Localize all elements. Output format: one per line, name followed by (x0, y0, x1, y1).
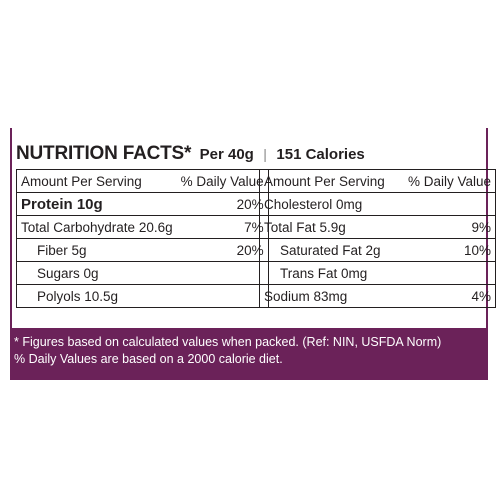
title-separator: | (263, 146, 267, 162)
daily-value: 9% (397, 215, 496, 239)
nutrient-label: Total Carbohydrate 20.6g (15, 215, 177, 239)
panel-title: NUTRITION FACTS* (16, 143, 192, 164)
calories: 151 Calories (276, 146, 365, 163)
table-row: Trans Fat 0mg (258, 261, 496, 285)
nutrient-label: Fiber 5g (15, 238, 177, 262)
nutrient-label: Protein 10g (15, 192, 177, 216)
nutrients-table-left: Amount Per Serving % Daily Value Protein… (15, 169, 269, 308)
nutrient-label: Sodium 83mg (258, 284, 398, 308)
table-row: Total Fat 5.9g 9% (258, 215, 496, 239)
column-header-amount: Amount Per Serving (15, 169, 177, 193)
serving-size: Per 40g (199, 146, 254, 163)
table-row: Saturated Fat 2g 10% (258, 238, 496, 262)
nutrient-label: Saturated Fat 2g (258, 238, 398, 262)
table-row: Protein 10g 20% (15, 192, 269, 216)
nutrition-facts-panel: NUTRITION FACTS* Per 40g | 151 Calories … (10, 128, 496, 380)
daily-value (176, 261, 269, 285)
table-header-row: Amount Per Serving % Daily Value (15, 169, 269, 193)
column-header-daily-value: % Daily Value (397, 169, 496, 193)
footnote-daily-value: % Daily Values are based on a 2000 calor… (14, 352, 283, 366)
table-row: Sodium 83mg 4% (258, 284, 496, 308)
table-header-row: Amount Per Serving % Daily Value (258, 169, 496, 193)
table-row: Total Carbohydrate 20.6g 7% (15, 215, 269, 239)
column-header-daily-value: % Daily Value (176, 169, 269, 193)
daily-value: 4% (397, 284, 496, 308)
table-row: Sugars 0g (15, 261, 269, 285)
daily-value (397, 261, 496, 285)
footnote-reference: * Figures based on calculated values whe… (14, 335, 442, 349)
column-header-amount: Amount Per Serving (258, 169, 398, 193)
nutrient-label: Sugars 0g (15, 261, 177, 285)
nutrients-table-right: Amount Per Serving % Daily Value Cholest… (258, 169, 496, 308)
nutrient-label: Trans Fat 0mg (258, 261, 398, 285)
table-row: Fiber 5g 20% (15, 238, 269, 262)
table-row: Cholesterol 0mg (258, 192, 496, 216)
daily-value: 10% (397, 238, 496, 262)
daily-value (397, 192, 496, 216)
title-row: NUTRITION FACTS* Per 40g | 151 Calories (16, 143, 365, 165)
left-accent-stripe (10, 128, 12, 380)
nutrient-label: Total Fat 5.9g (258, 215, 398, 239)
nutrient-label: Polyols 10.5g (15, 284, 177, 308)
daily-value: 20% (176, 192, 269, 216)
daily-value: 7% (176, 215, 269, 239)
daily-value (176, 284, 269, 308)
daily-value: 20% (176, 238, 269, 262)
table-row: Polyols 10.5g (15, 284, 269, 308)
footnote-band: * Figures based on calculated values whe… (10, 328, 488, 380)
nutrient-label: Cholesterol 0mg (258, 192, 398, 216)
